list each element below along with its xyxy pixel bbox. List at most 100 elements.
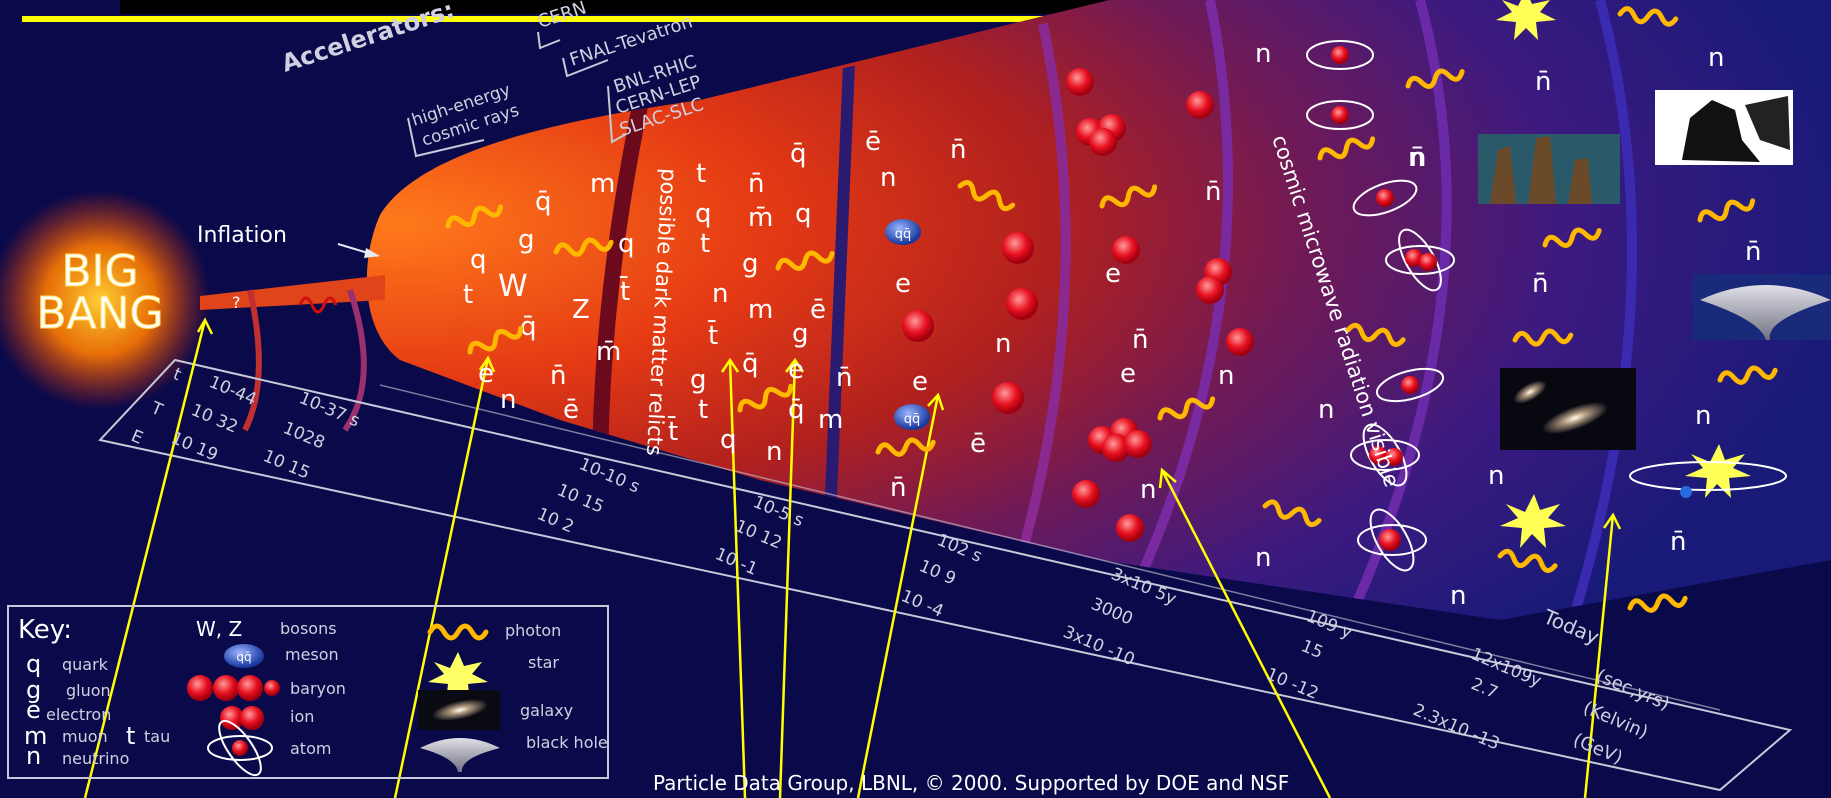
particle-nbar: n̄ [1408, 143, 1424, 173]
key-label-ion: ion [290, 707, 314, 726]
particle-g: g [742, 249, 759, 279]
key-label-photon: photon [505, 621, 561, 640]
pointer-lines [83, 317, 1622, 798]
particle-nbar: n̄ [1132, 325, 1148, 355]
key-label-electron: electron [46, 705, 111, 724]
particle-nbar: n̄ [1535, 67, 1551, 97]
credit-line: Particle Data Group, LBNL, © 2000. Suppo… [653, 771, 1289, 795]
key-label-gluon: gluon [66, 681, 111, 700]
particle-ebar: ē [810, 295, 826, 325]
meson-label: qq̄ [895, 227, 912, 242]
particle-ebar: ē [970, 429, 986, 459]
key-symbol-quark: q [26, 650, 41, 678]
photo-early-humans [1655, 90, 1793, 165]
key-symbol-tau: t [126, 722, 135, 750]
particle-t: t [698, 395, 708, 425]
E-value: 2.3x10 -13 [1410, 700, 1502, 754]
particle-n: n [995, 329, 1011, 359]
particle-qbar: q̄ [535, 187, 552, 217]
particle-nbar: n̄ [1205, 177, 1221, 207]
particle-n: n [1488, 461, 1504, 491]
particle-tbar: t̄ [667, 415, 678, 447]
particle-n: n [500, 385, 516, 415]
inflation-label: Inflation [197, 223, 287, 248]
particle-n: n [712, 279, 728, 309]
particle-t: t [700, 229, 710, 259]
particle-nbar: n̄ [748, 169, 764, 199]
key-label-meson: meson [285, 645, 339, 664]
particle-n: n [1255, 39, 1271, 69]
key-symbol-bosons: W, Z [196, 617, 242, 641]
particle-e: e [895, 269, 911, 299]
top-yellow-line [22, 16, 1777, 22]
hadrons: qq̄ qq̄ [885, 219, 1038, 430]
particle-mbar: m̄ [748, 203, 773, 233]
particle-n: n [1318, 395, 1334, 425]
baryon-icon [992, 382, 1024, 414]
photo-eagle-nebula [1478, 134, 1620, 204]
particle-Z: Z [572, 295, 590, 325]
meson-icon [885, 219, 921, 245]
T-value: 10 32 [188, 400, 241, 437]
particle-qbar: q̄ [790, 139, 807, 169]
particle-m: m [818, 405, 843, 435]
particle-n: n [1695, 401, 1711, 431]
particle-e: e [912, 367, 928, 397]
key-symbol-neutrino: n [26, 742, 41, 770]
key-symbol-electron: e [26, 696, 41, 724]
particle-nbar: n̄ [1670, 527, 1686, 557]
key-label-muon: muon [62, 727, 108, 746]
key-label-black-hole: black hole [526, 733, 608, 752]
particle-n: n [766, 437, 782, 467]
particle-n: n [1708, 43, 1724, 73]
particle-nbar: n̄ [550, 361, 566, 391]
stars [1496, 0, 1787, 548]
particle-n: n [1218, 361, 1234, 391]
key-label-star: star [528, 653, 559, 672]
accelerators-annotation: Accelerators: CERN FNAL-Tevatron BNL-RHI… [278, 0, 706, 158]
atoms [1306, 40, 1455, 572]
particle-g: g [518, 225, 535, 255]
T-value: 2.7 [1468, 674, 1501, 703]
key-label-atom: atom [290, 739, 331, 758]
particle-nbar: n̄ [836, 363, 852, 393]
particle-e: e [1120, 359, 1136, 389]
key-symbol-muon: m [24, 722, 47, 750]
particle-glyphs: ? q̄ g q q t W Z t̄ q̄ m̄ e n n̄ ē m t q… [232, 39, 1761, 611]
particle-e: e [788, 355, 804, 385]
row-label-T: T [147, 398, 166, 421]
particle-n: n [1450, 581, 1466, 611]
particle-qbar: q̄ [788, 395, 805, 425]
particle-e: e [478, 359, 494, 389]
particle-qbar: q̄ [742, 349, 759, 379]
baryon-icon [1002, 232, 1034, 264]
photo-galaxies [1500, 368, 1636, 450]
black-hole-image [1693, 274, 1831, 340]
particle-ebar: ē [865, 127, 881, 157]
today-label: Today [1539, 604, 1603, 649]
inflation-annotation: Inflation [197, 223, 380, 258]
particle-q: q [470, 245, 487, 275]
particle-ebar: ē [563, 395, 579, 425]
particle-mbar: m̄ [596, 337, 621, 367]
timeline-table [98, 358, 1793, 792]
key-label-galaxy: galaxy [520, 701, 573, 720]
photon-wiggles [298, 8, 1776, 614]
E-value: 10 -4 [898, 586, 946, 622]
particle-g: g [792, 319, 809, 349]
particle-W: W [498, 269, 528, 304]
particle-n: n [880, 163, 896, 193]
particle-nbar: n̄ [950, 135, 966, 165]
particle-q: q [720, 425, 737, 455]
particle-nbar: n̄ [1745, 237, 1761, 267]
meson-label: qq̄ [904, 412, 921, 427]
particle-tbar: t̄ [619, 275, 630, 307]
particle-g: g [690, 365, 707, 395]
big-bang-label: BIG BANG [36, 246, 163, 339]
T-value: 3000 [1088, 594, 1136, 629]
particle-nbar: n̄ [890, 473, 906, 503]
particle-q: q [618, 229, 635, 259]
T-value: 10 9 [916, 556, 959, 589]
